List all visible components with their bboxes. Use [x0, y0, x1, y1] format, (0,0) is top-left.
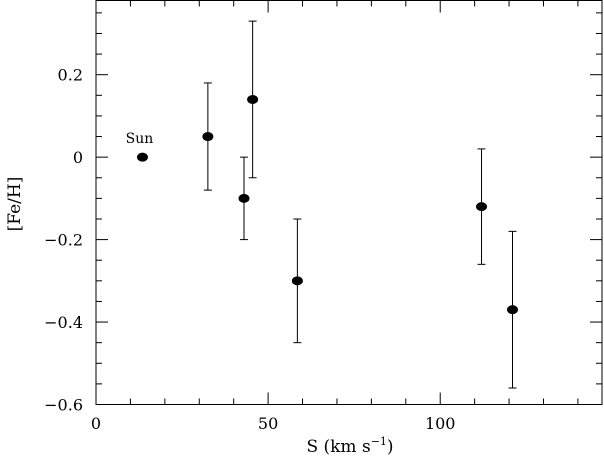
y-tick-label: 0	[73, 148, 83, 167]
data-point	[476, 202, 488, 212]
x-tick-labels: 0 50 100	[91, 414, 456, 433]
x-tick-label: 100	[425, 414, 456, 433]
y-tick-labels: 0.2 0 −0.2 −0.4 −0.6	[44, 66, 83, 415]
y-tick-label: −0.6	[44, 396, 83, 415]
x-tick-label: 50	[258, 414, 278, 433]
plot-frame	[95, 0, 603, 405]
y-axis-label: [Fe/H]	[5, 177, 25, 232]
point-annotations: Sun	[126, 131, 154, 147]
data-point	[136, 152, 148, 162]
y-tick-label: 0.2	[58, 66, 83, 85]
data-point	[247, 94, 259, 104]
data-point	[291, 276, 303, 286]
axis-ticks	[95, 0, 602, 405]
data-point	[507, 305, 519, 315]
x-tick-label: 0	[91, 414, 101, 433]
x-axis-label-exponent: −1	[371, 435, 387, 448]
data-point	[238, 193, 250, 203]
error-bars	[203, 20, 517, 389]
y-tick-label: −0.2	[44, 231, 83, 250]
y-tick-label: −0.4	[44, 313, 83, 332]
point-label: Sun	[126, 131, 154, 147]
x-axis-label: S (km s−1)	[306, 435, 393, 457]
data-points	[136, 94, 519, 315]
data-point	[202, 132, 214, 142]
